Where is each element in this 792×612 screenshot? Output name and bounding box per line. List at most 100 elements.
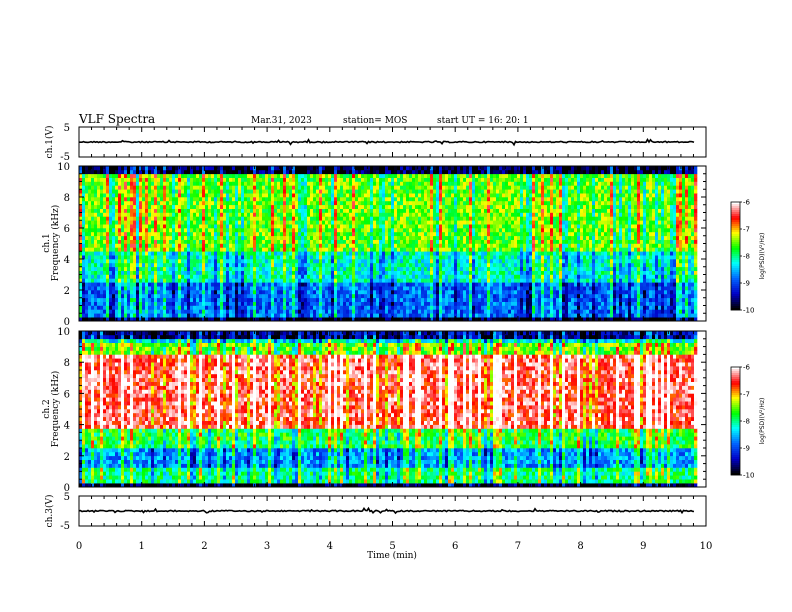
spectrogram-cell [352,297,356,302]
spectrogram-cell [400,197,404,202]
spectrogram-cell [220,220,224,225]
spectrogram-cell [337,224,341,229]
spectrogram-cell [124,181,128,186]
spectrogram-cell [157,266,161,271]
spectrogram-cell [289,193,293,198]
spectrogram-cell [295,173,299,178]
spectrogram-cell [265,200,269,206]
spectrogram-cell [100,169,104,175]
spectrogram-cell [169,297,173,302]
spectrogram-cell [142,181,146,186]
spectrogram-cell [394,282,398,287]
spectrogram-cell [274,301,278,306]
spectrogram-cell [382,270,386,275]
spectrogram-cell [229,274,233,279]
spectrogram-cell [136,297,140,302]
spectrogram-cell [118,204,122,209]
spectrogram-cell [127,239,131,244]
spectrogram-cell [166,297,170,302]
spectrogram-cell [130,208,134,213]
spectrogram-cell [235,220,239,225]
spectrogram-cell [337,270,341,275]
spectrogram-cell [202,181,206,186]
spectrogram-cell [97,216,101,221]
spectrogram-cell [178,197,182,202]
spectrogram-cell [220,193,224,198]
spectrogram-cell [274,224,278,229]
spectrogram-cell [154,185,158,190]
spectrogram-cell [259,193,263,198]
spectrogram-cell [214,173,218,178]
spectrogram-cell [433,259,437,264]
spectrogram-cell [292,286,296,291]
spectrogram-cell [187,243,191,248]
spectrogram-cell [265,262,269,268]
spectrogram-cell [196,169,200,175]
spectrogram-cell [325,297,329,302]
spectrogram-cell [280,293,284,299]
spectrogram-cell [343,317,347,321]
spectrogram-cell [205,317,209,321]
spectrogram-cell [172,243,176,248]
spectrogram-cell [199,251,203,256]
spectrogram-cell [388,204,392,209]
spectrogram-cell [100,266,104,271]
spectrogram-cell [337,301,341,306]
spectrogram-cell [121,228,125,233]
spectrogram-cell [349,309,353,314]
spectrogram-cell [436,297,440,302]
spectrogram-cell [283,251,287,256]
spectrogram-cell [304,228,308,233]
spectrogram-cell [307,297,311,302]
spectrogram-cell [322,208,326,213]
spectrogram-cell [121,297,125,302]
spectrogram-cell [88,173,92,178]
spectrogram-cell [169,309,173,314]
spectrogram-cell [82,290,86,295]
spectrogram-cell [103,200,107,206]
spectrogram-cell [364,181,368,186]
spectrogram-cell [109,301,113,306]
spectrogram-cell [124,301,128,306]
spectrogram-cell [241,305,245,310]
spectrogram-cell [346,286,350,291]
spectrogram-cell [238,185,242,190]
spectrogram-cell [430,228,434,233]
spectrogram-cell [154,200,158,206]
spectrogram-cell [229,212,233,217]
spectrogram-cell [100,278,104,283]
spectrogram-cell [142,317,146,321]
spectrogram-cell [313,313,317,318]
spectrogram-cell [274,247,278,252]
spectrogram-cell [436,239,440,244]
spectrogram-cell [112,208,116,213]
spectrogram-cell [190,309,194,314]
spectrogram-cell [289,235,293,240]
spectrogram-cell [286,185,290,190]
spectrogram-cell [433,173,437,178]
spectrogram-cell [439,301,443,306]
spectrogram-cell [265,224,269,229]
spectrogram-cell [208,193,212,198]
spectrogram-cell [418,177,422,182]
spectrogram-cell [82,313,86,318]
spectrogram-cell [199,208,203,213]
spectrogram-cell [424,239,428,244]
spectrogram-cell [133,212,137,217]
spectrogram-cell [316,247,320,252]
spectrogram-cell [379,243,383,248]
spectrogram-cell [322,166,326,171]
spectrogram-cell [223,189,227,194]
spectrogram-cell [427,200,431,206]
spectrogram-cell [109,251,113,256]
spectrogram-cell [133,231,137,237]
spectrogram-cell [307,286,311,291]
spectrogram-cell [202,212,206,217]
spectrogram-cell [115,309,119,314]
spectrogram-cell [337,309,341,314]
spectrogram-cell [100,301,104,306]
spectrogram-cell [247,305,251,310]
spectrogram-cell [406,266,410,271]
spectrogram-cell [328,193,332,198]
spectrogram-cell [127,169,131,175]
